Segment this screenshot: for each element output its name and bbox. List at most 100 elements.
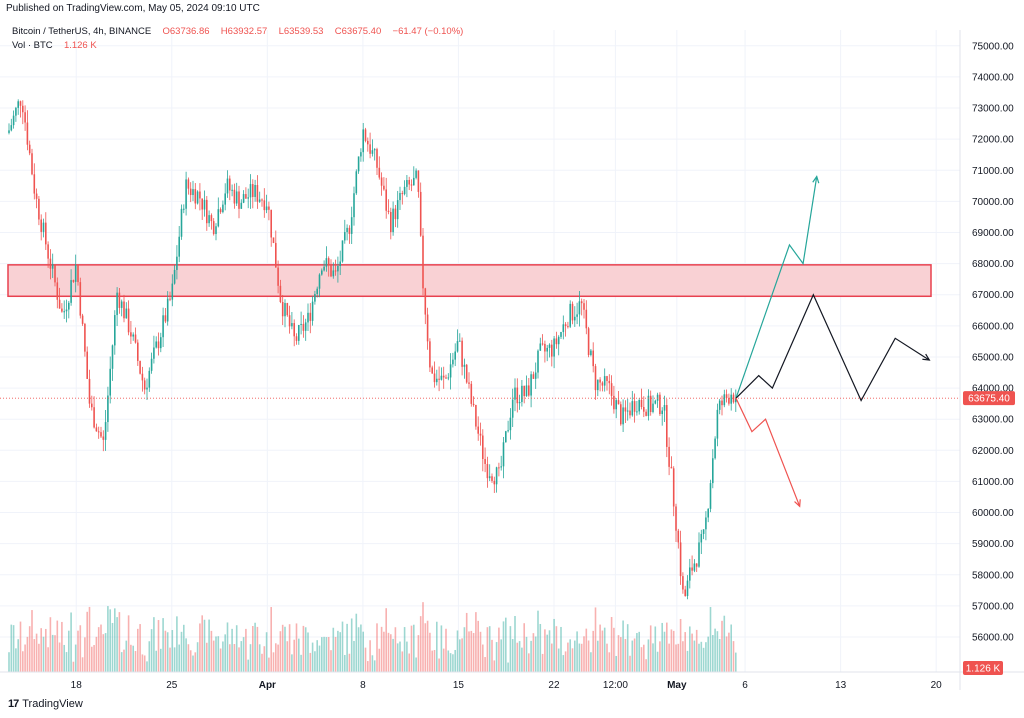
axes: 56000.00 57000.00 58000.00 59000.00 60000.00… <box>0 30 1024 691</box>
volume-bar <box>31 610 33 672</box>
candle-body <box>84 323 86 352</box>
candle-body <box>134 334 137 343</box>
volume-bar <box>392 638 394 672</box>
candle-body <box>362 129 364 153</box>
volume-bar <box>617 635 620 672</box>
projection-lines[interactable] <box>735 175 931 508</box>
candle-body <box>463 364 466 367</box>
volume-bar <box>576 631 578 672</box>
tradingview-brand[interactable]: 17 TradingView <box>8 698 83 710</box>
candle-body <box>569 303 571 327</box>
candle-body <box>360 152 362 157</box>
volume-bar <box>643 644 645 672</box>
candle-body <box>166 298 169 322</box>
candle-body <box>436 378 438 383</box>
last-price-badge[interactable] <box>963 391 1015 406</box>
candle-body <box>270 209 272 238</box>
open-value: O63736.86 <box>162 26 210 37</box>
candle-body <box>127 308 130 333</box>
candle-body <box>199 191 201 199</box>
candle-body <box>592 350 594 367</box>
symbol-title[interactable]: Bitcoin / TetherUS, 4h, BINANCE <box>12 26 152 37</box>
last-volume-badge[interactable] <box>963 661 1003 675</box>
volume-bar <box>238 647 240 672</box>
candle-body <box>417 170 420 192</box>
candle-body <box>141 373 144 381</box>
volume-bar <box>95 636 98 672</box>
volume-bar <box>146 661 148 672</box>
volume-bar <box>210 630 213 672</box>
volume-bar <box>51 634 54 672</box>
candle-body <box>226 178 229 194</box>
price-tick-label: 65000.00 <box>972 352 1014 363</box>
volume-bar <box>318 645 321 672</box>
candle-body <box>714 438 716 459</box>
resistance-zone[interactable] <box>7 264 932 298</box>
candle-body <box>725 394 728 398</box>
volume-bar <box>615 655 617 672</box>
candle-body <box>350 217 353 234</box>
candle-body <box>102 436 105 440</box>
volume-bar <box>166 632 169 672</box>
candle-body <box>691 567 693 571</box>
volume-bar <box>19 621 22 672</box>
volume-bar <box>557 648 560 672</box>
candle-body <box>70 280 72 303</box>
candle-body <box>580 301 583 304</box>
price-tick-label: 60000.00 <box>972 508 1014 519</box>
volume-bar <box>367 661 369 672</box>
candle-body <box>544 343 546 352</box>
volume-bar <box>564 651 567 672</box>
projection-bear-line[interactable] <box>735 397 801 507</box>
volume-bar <box>107 606 109 672</box>
projection-bull-line[interactable] <box>735 176 818 399</box>
volume-legend-label[interactable]: Vol · BTC <box>12 40 53 51</box>
volume-bar <box>666 622 668 672</box>
candle-body <box>245 194 247 199</box>
candle-body <box>233 189 236 204</box>
projection-neutral-line[interactable] <box>735 293 930 402</box>
volume-bar <box>656 651 659 672</box>
volume-bar <box>171 630 174 672</box>
volume-bar <box>380 626 383 672</box>
price-tick-label: 68000.00 <box>972 259 1014 270</box>
volume-bar <box>61 621 63 672</box>
projection-bear-arrowhead <box>794 499 801 508</box>
volume-bar <box>479 631 482 672</box>
volume-bar <box>675 644 677 672</box>
volume-bar <box>682 641 684 672</box>
resistance-zone-rect[interactable] <box>7 264 932 298</box>
candle-body <box>620 404 622 425</box>
volume-bar <box>120 652 123 672</box>
volume-bar <box>100 624 102 672</box>
volume-bar <box>321 637 323 672</box>
volume-bar <box>334 636 337 672</box>
candle-body <box>562 324 565 333</box>
volume-bar <box>311 642 314 672</box>
volume-bar <box>332 627 335 672</box>
candle-body <box>54 264 56 283</box>
price-tick-label: 72000.00 <box>972 135 1014 146</box>
projection-bull-arrowhead <box>812 175 820 184</box>
volume-bar <box>104 633 107 672</box>
volume-bar <box>26 636 29 672</box>
volume-bar <box>291 654 293 672</box>
candle-body <box>346 227 348 233</box>
candle-body <box>571 303 574 321</box>
volume-bar <box>505 617 507 672</box>
volume-bar <box>523 623 525 672</box>
volume-bar <box>86 611 88 672</box>
candle-body <box>534 372 537 379</box>
price-tick-label: 67000.00 <box>972 290 1014 301</box>
volume-bar <box>608 652 611 672</box>
volume-bar <box>81 657 84 672</box>
candle-body <box>311 301 314 321</box>
candle-body <box>369 144 371 154</box>
candle-body <box>183 208 185 210</box>
volume-bar <box>10 624 13 672</box>
candle-body <box>721 400 723 406</box>
price-tick-label: 57000.00 <box>972 601 1014 612</box>
volume-bar <box>309 652 312 672</box>
price-tick-label: 61000.00 <box>972 477 1014 488</box>
